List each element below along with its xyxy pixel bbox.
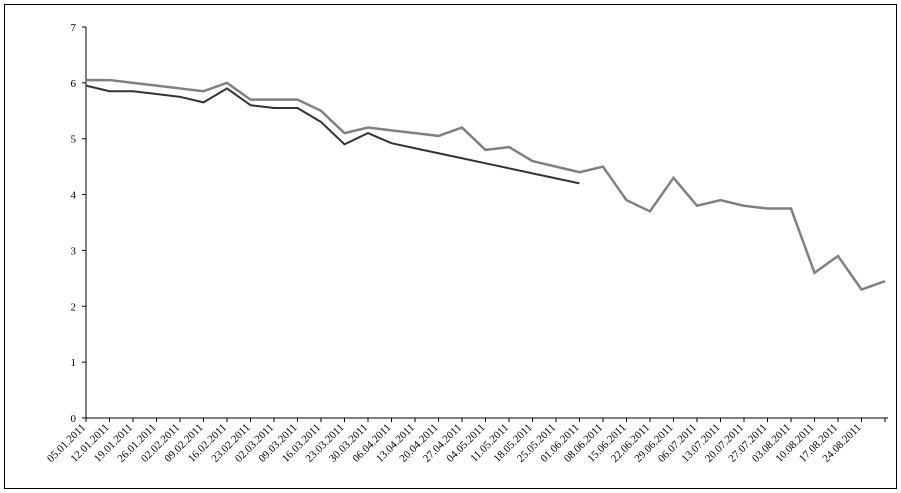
y-tick-label: 6 [71, 78, 77, 90]
y-tick-label: 3 [71, 245, 77, 257]
frame [4, 4, 897, 489]
y-tick-label: 7 [71, 22, 77, 34]
y-tick-label: 1 [71, 357, 77, 369]
y-tick-label: 5 [71, 134, 77, 146]
y-tick-label: 4 [71, 190, 77, 202]
y-tick-label: 0 [71, 413, 77, 425]
series-line [86, 78, 886, 292]
y-tick-label: 2 [71, 301, 77, 313]
series-line [85, 84, 580, 185]
